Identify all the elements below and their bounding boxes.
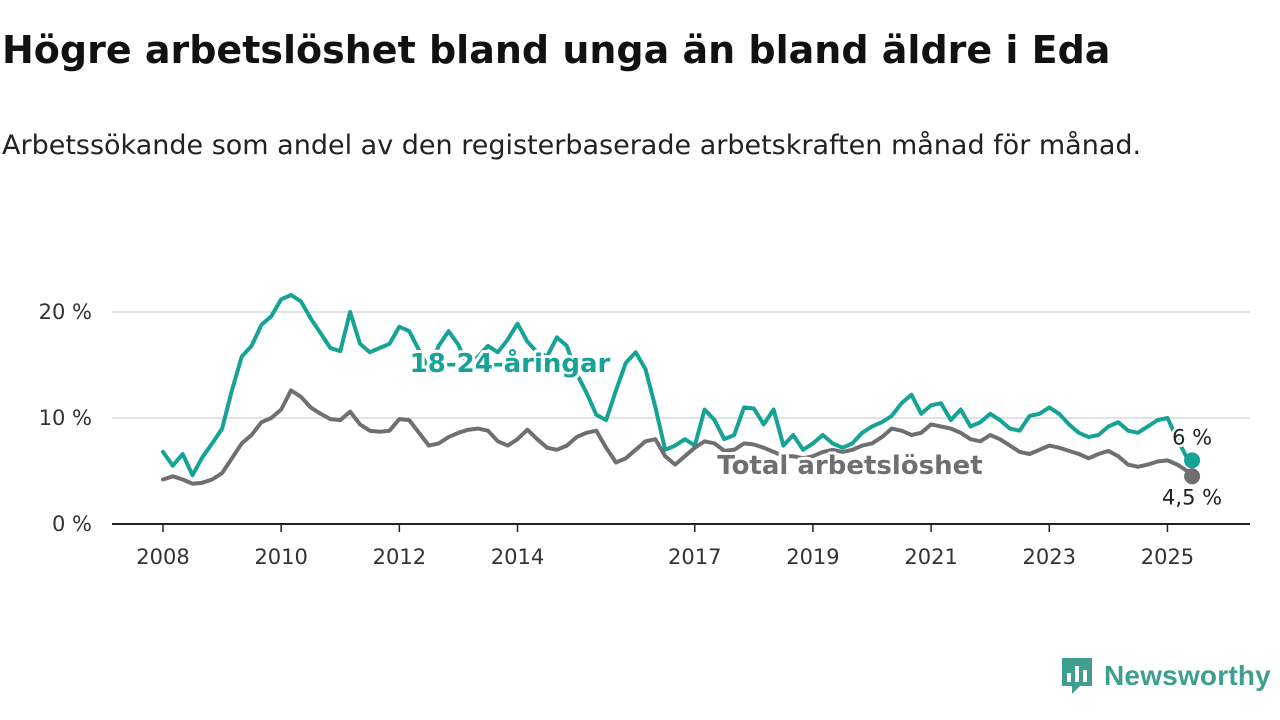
x-tick-label: 2008	[136, 545, 189, 569]
y-tick-label: 20 %	[39, 300, 92, 324]
x-tick-label: 2014	[491, 545, 544, 569]
series-end-label-1: 4,5 %	[1162, 485, 1222, 509]
series-lines	[161, 293, 1195, 486]
series-line-1	[161, 388, 1195, 486]
chart-title: Högre arbetslöshet bland unga än bland ä…	[2, 28, 1111, 72]
series-end-point-1	[1184, 468, 1201, 485]
series-labels: 6 % 18-24-åringar 4,5 % Total arbetslöshet	[407, 344, 1225, 512]
x-tick-label: 2010	[254, 545, 307, 569]
x-tick-label: 2025	[1141, 545, 1194, 569]
x-tick-label: 2021	[904, 545, 957, 569]
y-tick-label: 10 %	[39, 406, 92, 430]
series-name-label-1: Total arbetslöshet	[717, 451, 982, 481]
series-end-label-0: 6 %	[1172, 425, 1212, 449]
series-end-point-0	[1184, 452, 1201, 469]
x-axis: 2008 2010 2012 2014 2017 2019 2021 2023 2025	[112, 523, 1250, 569]
y-tick-label: 0 %	[52, 512, 92, 536]
newsworthy-chart-bubble-icon	[1062, 658, 1092, 694]
series-name-label-0: 18-24-åringar	[410, 347, 611, 379]
x-tick-label: 2019	[786, 545, 839, 569]
newsworthy-logo: Newsworthy	[1060, 656, 1271, 696]
x-tick-label: 2023	[1023, 545, 1076, 569]
x-tick-label: 2017	[668, 545, 721, 569]
x-tick-label: 2012	[373, 545, 426, 569]
series-line-0	[161, 293, 1195, 478]
grid-layer: 0 % 10 % 20 %	[39, 300, 1250, 536]
newsworthy-wordmark: Newsworthy	[1104, 660, 1271, 691]
chart-subtitle: Arbetssökande som andel av den registerb…	[2, 130, 1142, 161]
